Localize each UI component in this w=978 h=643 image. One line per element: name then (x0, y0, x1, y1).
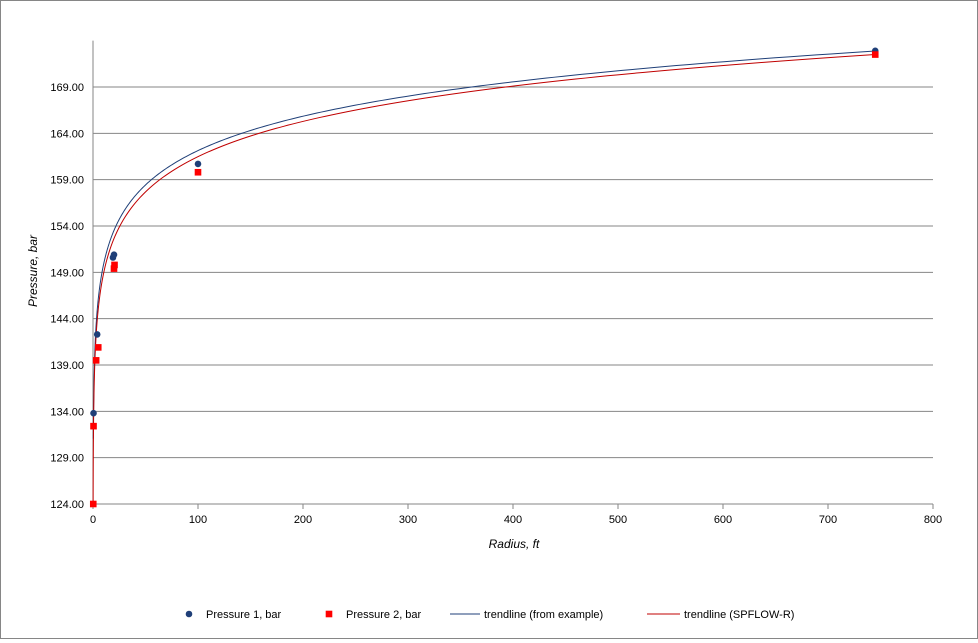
data-point-pressure-2 (89, 500, 97, 508)
trendlines (92, 50, 876, 504)
x-tick-label: 700 (819, 514, 837, 526)
legend-label: Pressure 2, bar (346, 609, 422, 621)
data-point-pressure-1 (110, 251, 118, 259)
x-tick-label: 400 (504, 514, 522, 526)
x-axis-label: Radius, ft (489, 537, 540, 551)
data-point-pressure-2 (871, 51, 879, 58)
y-tick-label: 129.00 (50, 453, 84, 465)
trendline (92, 50, 876, 439)
y-tick-label: 139.00 (50, 360, 84, 372)
x-tick-label: 600 (714, 514, 732, 526)
y-tick-label: 169.00 (50, 82, 84, 94)
x-tick-label: 300 (399, 514, 417, 526)
x-tick-label: 100 (189, 514, 207, 526)
x-tick-label: 500 (609, 514, 627, 526)
gridlines (92, 40, 934, 509)
legend-label: trendline (SPFLOW-R) (684, 609, 794, 621)
x-tick-label: 800 (924, 514, 942, 526)
y-tick-labels: 124.00 129.00 134.00 139.00 144.00 149.00 154.… (50, 82, 84, 511)
trendline (92, 54, 876, 504)
legend-label: trendline (from example) (484, 609, 603, 621)
y-tick-label: 149.00 (50, 267, 84, 279)
data-point-pressure-2 (90, 422, 97, 430)
y-tick-label: 124.00 (50, 499, 84, 511)
data-point-pressure-2 (94, 344, 102, 351)
legend: Pressure 1, bar Pressure 2, bar trendline … (185, 609, 794, 621)
y-tick-label: 134.00 (50, 406, 84, 418)
data-point-pressure-2 (194, 168, 202, 176)
data-points (89, 47, 879, 508)
x-tick-label: 0 (90, 514, 96, 526)
data-point-pressure-1 (90, 409, 97, 417)
data-point-pressure-2 (92, 357, 100, 364)
y-axis-label: Pressure, bar (26, 234, 40, 307)
data-point-pressure-2 (110, 265, 118, 272)
data-point-pressure-2 (111, 261, 118, 269)
data-point-pressure-1 (194, 160, 202, 168)
legend-marker-square (325, 610, 333, 618)
legend-label: Pressure 1, bar (206, 609, 282, 621)
legend-marker-circle (185, 610, 193, 618)
y-tick-label: 154.00 (50, 221, 84, 233)
data-point-pressure-1 (93, 331, 101, 338)
y-tick-label: 159.00 (50, 175, 84, 187)
x-tick-label: 200 (294, 514, 312, 526)
y-tick-label: 144.00 (50, 314, 84, 326)
x-tick-labels: 0 100 200 300 400 500 600 700 800 (90, 514, 942, 526)
y-tick-label: 164.00 (50, 128, 84, 140)
